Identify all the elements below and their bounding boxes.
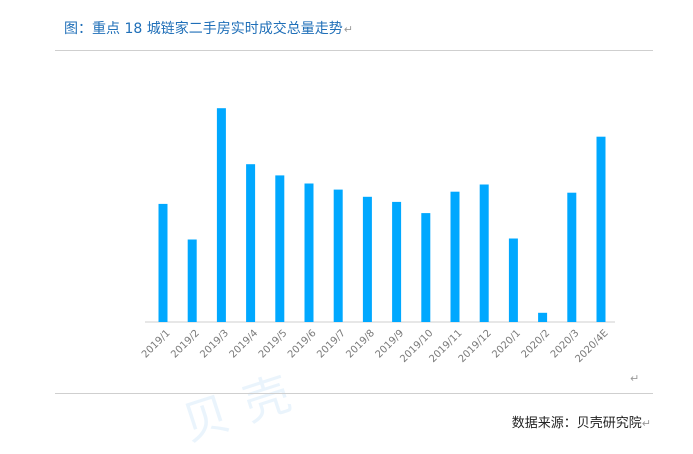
chart-title: 图：重点 18 城链家二手房实时成交总量走势↵ bbox=[64, 18, 353, 38]
bar-2020/3 bbox=[567, 192, 577, 322]
bar-2019/7 bbox=[333, 189, 343, 322]
paragraph-mark-icon: ↵ bbox=[343, 23, 353, 36]
top-divider bbox=[55, 50, 653, 51]
bar-2019/2 bbox=[187, 239, 197, 322]
bar-2019/8 bbox=[362, 196, 372, 322]
bar-2019/12 bbox=[479, 184, 489, 322]
bottom-divider bbox=[55, 393, 653, 394]
bar-2019/11 bbox=[450, 191, 460, 322]
paragraph-mark-icon: ↵ bbox=[641, 417, 651, 430]
bar-2020/1 bbox=[508, 238, 518, 322]
bar-2019/5 bbox=[275, 175, 285, 322]
x-tick-label-2019/8: 2019/8 bbox=[344, 328, 377, 361]
source-note: 数据来源：贝壳研究院↵ bbox=[512, 412, 651, 431]
bar-chart: 2019/12019/22019/32019/42019/52019/62019… bbox=[140, 108, 615, 365]
x-tick-label-2019/5: 2019/5 bbox=[257, 328, 290, 361]
x-tick-label-2019/7: 2019/7 bbox=[315, 328, 348, 361]
source-text: 数据来源：贝壳研究院 bbox=[511, 416, 642, 431]
bar-2019/1 bbox=[158, 203, 168, 322]
x-tick-label-2020/2: 2020/2 bbox=[520, 328, 553, 361]
bar-2019/4 bbox=[246, 164, 256, 322]
bar-2020/4E bbox=[596, 136, 606, 322]
x-tick-label-2019/3: 2019/3 bbox=[198, 328, 231, 361]
bar-2019/6 bbox=[304, 183, 314, 322]
chart-title-text: 图：重点 18 城链家二手房实时成交总量走势 bbox=[64, 21, 343, 37]
bar-2019/9 bbox=[392, 201, 402, 322]
paragraph-mark-icon: ↵ bbox=[630, 372, 640, 385]
bar-2019/3 bbox=[216, 108, 226, 322]
bar-2019/10 bbox=[421, 213, 431, 322]
x-tick-label-2019/2: 2019/2 bbox=[169, 328, 202, 361]
x-tick-label-2019/1: 2019/1 bbox=[140, 328, 173, 361]
bar-2020/2 bbox=[538, 312, 548, 322]
x-tick-label-2019/6: 2019/6 bbox=[286, 328, 319, 361]
x-tick-label-2019/4: 2019/4 bbox=[228, 328, 261, 361]
x-tick-label-2020/1: 2020/1 bbox=[490, 328, 523, 361]
